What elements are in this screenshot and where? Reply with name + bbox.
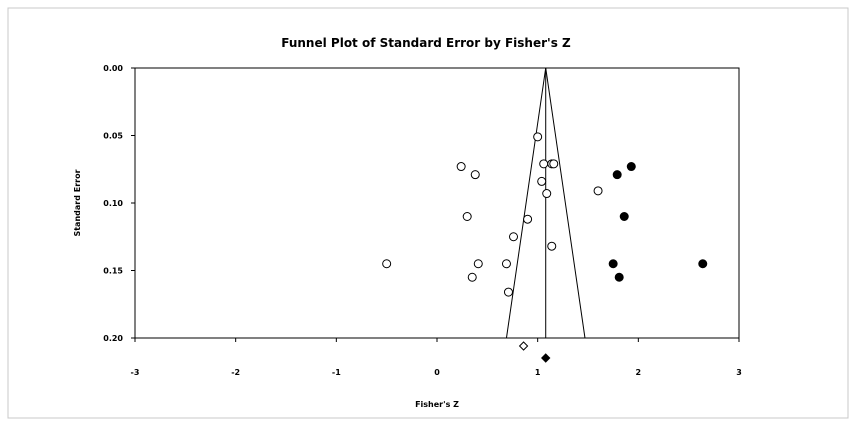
- imputed-study-point: [614, 272, 624, 282]
- imputed-study-point: [698, 259, 708, 269]
- chart-area-border: [7, 7, 849, 419]
- y-tick-label: 0.00: [103, 64, 123, 73]
- observed-study-point: [537, 176, 547, 186]
- observed-study-point: [593, 186, 603, 196]
- x-tick-label: -1: [332, 368, 341, 377]
- x-tick-label: 3: [736, 368, 742, 377]
- observed-study-point: [501, 259, 511, 269]
- y-axis: 0.00 0.05 0.10 0.15 0.20: [103, 64, 135, 343]
- observed-study-point: [542, 189, 552, 199]
- x-axis: -3 -2 -1 0 1 2 3: [131, 338, 742, 377]
- chart-title: Funnel Plot of Standard Error by Fisher'…: [281, 36, 571, 50]
- imputed-study-point: [626, 162, 636, 172]
- imputed-study-point: [612, 170, 622, 180]
- observed-study-point: [549, 159, 559, 169]
- funnel-left-line: [505, 67, 547, 339]
- observed-study-point: [539, 159, 549, 169]
- x-tick-label: 1: [535, 368, 541, 377]
- y-axis-label: Standard Error: [73, 169, 82, 236]
- x-tick-label: 2: [636, 368, 642, 377]
- observed-study-point: [533, 132, 543, 142]
- observed-study-point: [547, 241, 557, 251]
- imputed-study-point: [608, 259, 618, 269]
- imputed-study-point: [619, 212, 629, 221]
- x-tick-label: -2: [231, 368, 240, 377]
- observed-study-point: [467, 272, 477, 282]
- observed-study-point: [523, 214, 533, 224]
- observed-study-point: [470, 170, 480, 180]
- y-tick-label: 0.15: [103, 267, 123, 276]
- x-tick-label: 0: [434, 368, 440, 377]
- plot-marks: [382, 67, 708, 363]
- y-tick-label: 0.10: [103, 199, 123, 208]
- observed-study-point: [503, 287, 513, 297]
- observed-study-point: [382, 259, 392, 269]
- funnel-right-line: [545, 67, 586, 339]
- observed-summary-diamond: [518, 341, 529, 351]
- y-tick-label: 0.05: [103, 132, 123, 141]
- observed-study-point: [462, 212, 472, 221]
- x-axis-label: Fisher's Z: [415, 400, 459, 409]
- observed-study-point: [456, 162, 466, 172]
- adjusted-summary-diamond: [541, 353, 551, 363]
- y-tick-label: 0.20: [103, 334, 123, 343]
- observed-study-point: [473, 259, 483, 269]
- observed-study-point: [509, 232, 519, 242]
- x-tick-label: -3: [131, 368, 140, 377]
